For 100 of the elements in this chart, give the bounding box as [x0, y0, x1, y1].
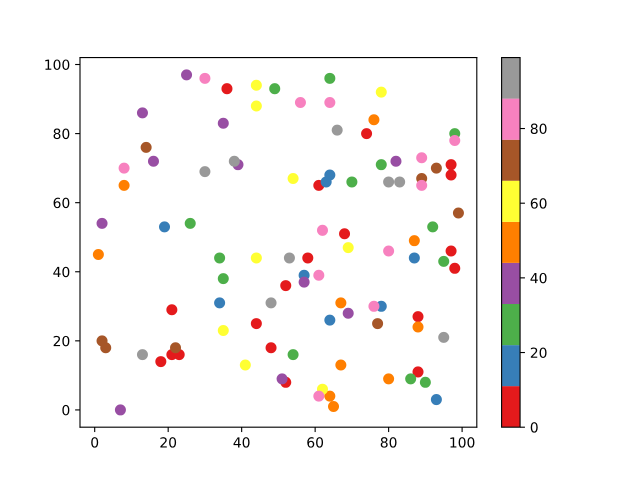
point [438, 256, 450, 267]
point [313, 270, 324, 281]
point [96, 218, 108, 229]
y-tick-label: 0 [62, 404, 70, 416]
x-tick-label: 20 [160, 437, 176, 448]
point [342, 242, 354, 254]
point [452, 208, 464, 219]
point [383, 176, 394, 188]
color-bar-label: 60 [530, 198, 547, 209]
point [221, 83, 232, 94]
color-bar-label: 0 [530, 422, 538, 433]
point [320, 176, 332, 188]
point [449, 262, 460, 274]
point [228, 156, 240, 167]
point [298, 276, 310, 288]
point [390, 156, 402, 167]
point [276, 373, 288, 384]
y-tick-label: 20 [54, 336, 70, 346]
point [332, 124, 343, 136]
point [383, 246, 394, 257]
point [430, 394, 442, 406]
point [140, 142, 152, 153]
point [155, 356, 166, 368]
point [446, 170, 457, 181]
point [250, 100, 262, 112]
point [416, 152, 428, 164]
point [427, 221, 438, 232]
point [335, 297, 346, 308]
point [266, 342, 277, 354]
color-bar-label: 80 [530, 124, 547, 134]
point [324, 390, 336, 402]
point [214, 252, 226, 264]
point [214, 297, 226, 308]
point [324, 97, 336, 108]
point [166, 304, 178, 316]
y-tick-label: 60 [54, 198, 70, 208]
x-tick-label: 100 [450, 437, 474, 448]
point [376, 159, 387, 170]
point [148, 156, 159, 167]
point [250, 318, 262, 330]
point [394, 176, 406, 188]
point [92, 248, 104, 260]
point [280, 280, 292, 292]
point [184, 218, 196, 229]
point [346, 176, 358, 188]
y-tick-label: 100 [45, 59, 70, 70]
point [408, 252, 420, 264]
point [288, 349, 299, 360]
point [100, 342, 112, 354]
point [368, 300, 380, 312]
point [302, 252, 314, 264]
point [199, 166, 210, 178]
x-tick-label: 60 [307, 437, 324, 448]
point [376, 86, 387, 98]
point [159, 221, 170, 232]
point [335, 360, 346, 371]
color-bar-label: 40 [530, 272, 547, 284]
point [328, 400, 340, 412]
x-tick-label: 40 [234, 437, 250, 448]
y-tick-label: 80 [54, 128, 70, 140]
point [288, 172, 299, 184]
point [324, 314, 336, 326]
point [316, 224, 328, 236]
color-bar-label: 20 [530, 348, 547, 358]
point [342, 308, 354, 319]
x-tick-label: 80 [380, 437, 397, 448]
point [383, 373, 394, 384]
point [412, 311, 424, 322]
point [136, 107, 148, 118]
point [114, 404, 126, 416]
point [430, 162, 442, 174]
point [446, 159, 457, 170]
point [218, 273, 229, 284]
point [420, 376, 431, 388]
point [240, 360, 251, 371]
y-tick-label: 40 [53, 266, 70, 278]
point [250, 80, 262, 91]
point [136, 349, 148, 360]
point [438, 332, 450, 343]
point [313, 390, 324, 402]
point [218, 324, 229, 336]
point [361, 128, 372, 140]
point [368, 114, 380, 126]
point [218, 118, 229, 129]
point [412, 322, 424, 333]
point [339, 228, 350, 240]
point [118, 180, 130, 191]
point [416, 180, 428, 191]
point [405, 373, 416, 384]
point [118, 162, 130, 174]
point [372, 318, 384, 330]
point [199, 72, 210, 84]
point [284, 252, 295, 264]
point [449, 134, 460, 146]
point [181, 69, 192, 80]
point [446, 246, 457, 257]
point [250, 252, 262, 264]
point [269, 83, 280, 94]
point [324, 72, 336, 84]
point [408, 235, 420, 246]
